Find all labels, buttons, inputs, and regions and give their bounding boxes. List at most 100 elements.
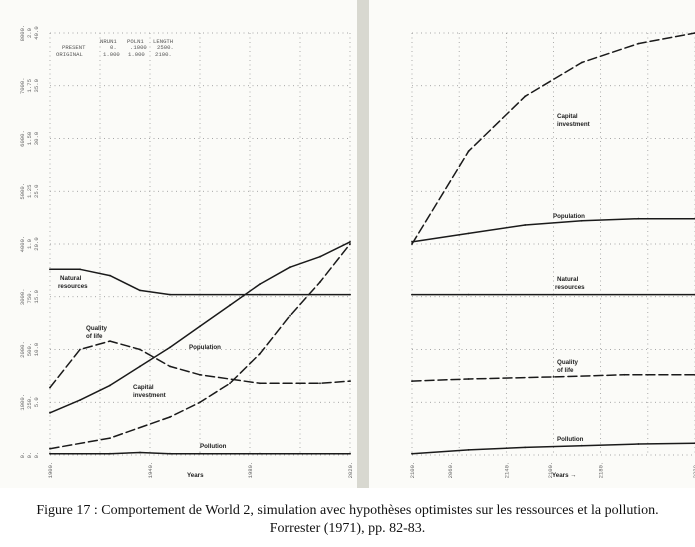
header-original-poln1: 1.000 bbox=[128, 51, 145, 58]
y-tick-label: 10.0 bbox=[33, 342, 40, 356]
series-natural-resources-left bbox=[49, 268, 351, 296]
label-capital-investment-right-line1: Capital bbox=[557, 113, 578, 120]
header-col-poln1: POLN1 bbox=[127, 38, 144, 45]
series-capital-investment-right bbox=[411, 32, 695, 245]
data-point-pollution bbox=[49, 452, 51, 455]
run-parameters-header: PRESENT ORIGINAL NRUN1 POLN1 LENGTH 0. .… bbox=[56, 38, 174, 58]
header-present-nrun1: 0. bbox=[110, 44, 117, 51]
series-pollution-right bbox=[411, 442, 695, 455]
y-tick-label: 5.0 bbox=[33, 397, 40, 408]
label-quality-of-life-line1: Quality bbox=[86, 325, 108, 332]
data-point-capital-investment bbox=[289, 314, 291, 317]
header-original-length: 2100. bbox=[155, 51, 172, 58]
y-tick-label: 5000. bbox=[19, 183, 26, 200]
y-axis-tick-labels: 0. 1000. 2000. 3000. 4000. 5000. 6000. 7000. 800… bbox=[19, 25, 40, 459]
label-natural-resources-line2: resources bbox=[58, 283, 88, 290]
data-point-population bbox=[467, 232, 470, 235]
label-capital-investment-right-line2: investment bbox=[557, 121, 590, 128]
data-point-quality-of-life bbox=[259, 382, 261, 385]
data-point-capital-investment bbox=[467, 150, 470, 153]
x-tick-label-left: 1980. bbox=[247, 462, 254, 479]
data-point-natural-resources bbox=[199, 293, 201, 296]
y-tick-label: 1.75 bbox=[26, 79, 33, 92]
y-tick-label: 7000. bbox=[19, 77, 26, 94]
data-point-population bbox=[289, 266, 291, 269]
data-point-quality-of-life bbox=[623, 373, 626, 376]
data-point-quality-of-life bbox=[109, 340, 111, 342]
data-point-capital-investment bbox=[109, 437, 111, 439]
y-tick-label: 6000. bbox=[19, 130, 26, 147]
data-point-population bbox=[79, 399, 81, 401]
data-point-natural-resources bbox=[411, 293, 413, 296]
data-point-population bbox=[169, 346, 171, 349]
data-point-capital-investment bbox=[259, 352, 261, 355]
figure-citation: Forrester (1971), pp. 82-83. bbox=[269, 521, 426, 536]
label-capital-investment-line1: Capital bbox=[133, 384, 154, 391]
data-point-capital-investment bbox=[319, 281, 321, 283]
data-point-population bbox=[524, 224, 527, 226]
data-point-quality-of-life bbox=[169, 365, 171, 368]
label-quality-of-life-right-line1: Quality bbox=[557, 359, 579, 366]
label-natural-resources-right-line1: Natural bbox=[557, 276, 579, 283]
chart-series bbox=[49, 32, 695, 455]
data-point-population bbox=[139, 365, 141, 368]
series-capital-investment-left bbox=[49, 243, 351, 450]
data-point-quality-of-life bbox=[467, 378, 470, 380]
data-point-pollution bbox=[259, 452, 261, 455]
header-row-label-present: PRESENT bbox=[62, 44, 86, 51]
y-tick-label: 15.0 bbox=[33, 289, 40, 303]
label-quality-of-life-right-line2: of life bbox=[557, 367, 574, 374]
data-point-natural-resources bbox=[169, 293, 171, 296]
data-point-capital-investment bbox=[229, 382, 231, 385]
y-tick-label: 8000. bbox=[19, 25, 26, 42]
data-point-capital-investment bbox=[580, 61, 583, 64]
data-point-quality-of-life bbox=[49, 386, 51, 389]
data-point-natural-resources bbox=[259, 293, 261, 296]
data-point-natural-resources bbox=[139, 289, 141, 292]
data-point-pollution bbox=[169, 452, 171, 455]
header-col-length: LENGTH bbox=[153, 38, 173, 45]
data-point-pollution bbox=[139, 451, 141, 454]
label-population: Population bbox=[189, 344, 221, 351]
y-tick-label: 35.0 bbox=[33, 78, 40, 92]
series-population-right bbox=[411, 217, 695, 243]
data-point-quality-of-life bbox=[139, 348, 141, 351]
data-point-capital-investment bbox=[349, 243, 351, 245]
x-tick-label-right: 2180. bbox=[598, 462, 605, 479]
x-tick-label-right: 2100. bbox=[409, 462, 416, 479]
data-point-population bbox=[109, 384, 111, 387]
data-point-natural-resources bbox=[79, 268, 81, 271]
y-tick-label: 1.0 bbox=[26, 238, 33, 249]
label-pollution-right: Pollution bbox=[557, 436, 584, 443]
data-point-capital-investment bbox=[637, 42, 640, 45]
data-point-population bbox=[319, 255, 321, 258]
header-present-length: 2500. bbox=[157, 44, 174, 51]
x-tick-label-left: 2060. bbox=[447, 462, 454, 479]
data-point-quality-of-life bbox=[199, 373, 201, 376]
y-tick-label: 1000. bbox=[19, 394, 26, 411]
data-point-capital-investment bbox=[199, 401, 201, 404]
data-point-population bbox=[349, 241, 351, 243]
y-tick-label: 30.0 bbox=[33, 131, 40, 145]
x-axis-label-right: Years → bbox=[552, 472, 576, 479]
data-point-natural-resources bbox=[49, 268, 51, 271]
y-tick-label: 40.0 bbox=[33, 26, 40, 40]
data-point-pollution bbox=[524, 446, 527, 449]
x-tick-label-left: 1940. bbox=[147, 462, 154, 479]
x-tick-label-right: 2140. bbox=[503, 462, 510, 479]
data-point-quality-of-life bbox=[349, 380, 351, 382]
data-point-quality-of-life bbox=[411, 380, 413, 382]
y-tick-label: 1.50 bbox=[26, 131, 33, 145]
series-quality-of-life-right bbox=[411, 374, 695, 382]
y-tick-label: 0. bbox=[33, 452, 40, 459]
y-tick-label: 500. bbox=[26, 343, 33, 356]
y-tick-label: 2.0 bbox=[26, 27, 33, 38]
y-tick-label: 1.25 bbox=[26, 185, 33, 198]
y-tick-label: 750. bbox=[26, 290, 33, 303]
data-point-quality-of-life bbox=[319, 382, 321, 385]
book-gutter bbox=[357, 0, 369, 488]
header-row-label-original: ORIGINAL bbox=[56, 51, 83, 58]
header-present-poln1: .1000 bbox=[130, 44, 147, 51]
x-tick-label-left: 2020. bbox=[347, 462, 354, 479]
